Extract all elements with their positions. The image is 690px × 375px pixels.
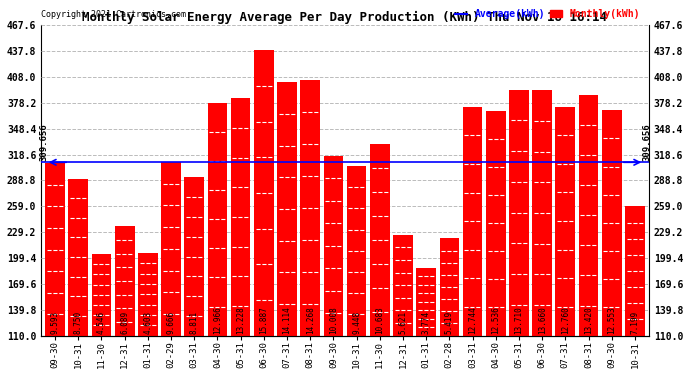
Text: 12.553: 12.553	[607, 306, 616, 334]
Text: 5.621: 5.621	[399, 311, 408, 334]
Text: 7.199: 7.199	[631, 311, 640, 334]
Text: 6.089: 6.089	[120, 311, 129, 334]
Bar	[370, 144, 390, 336]
Bar	[161, 162, 181, 336]
Bar	[254, 51, 274, 336]
Bar	[555, 106, 575, 336]
Title: Monthly Solar Energy Average Per Day Production (KWh) Thu Nov 18 16:14: Monthly Solar Energy Average Per Day Pro…	[83, 11, 607, 24]
Legend: Average(kWh), Monthly(kWh): Average(kWh), Monthly(kWh)	[451, 5, 644, 23]
Text: 12.760: 12.760	[561, 306, 570, 334]
Text: 309.656: 309.656	[39, 123, 48, 160]
Text: 4.603: 4.603	[144, 311, 152, 334]
Bar	[138, 253, 158, 336]
Bar	[277, 82, 297, 336]
Text: 12.536: 12.536	[491, 306, 500, 334]
Bar	[68, 178, 88, 336]
Text: 5.419: 5.419	[445, 311, 454, 334]
Text: 13.228: 13.228	[236, 306, 245, 334]
Bar	[184, 177, 204, 336]
Text: 8.811: 8.811	[190, 311, 199, 334]
Text: 9.448: 9.448	[352, 311, 361, 334]
Text: 13.660: 13.660	[538, 306, 546, 334]
Bar	[579, 95, 598, 336]
Bar	[92, 254, 111, 336]
Text: 10.683: 10.683	[375, 306, 384, 334]
Text: 309.656: 309.656	[642, 123, 651, 160]
Text: 12.966: 12.966	[213, 306, 222, 334]
Text: 13.710: 13.710	[515, 306, 524, 334]
Text: 4.546: 4.546	[97, 311, 106, 334]
Bar	[486, 111, 506, 336]
Bar	[625, 206, 644, 336]
Bar	[230, 98, 250, 336]
Bar	[463, 107, 482, 336]
Bar	[602, 110, 622, 336]
Text: 3.774: 3.774	[422, 311, 431, 334]
Text: 10.008: 10.008	[329, 306, 338, 334]
Bar	[440, 238, 460, 336]
Text: 14.114: 14.114	[282, 306, 291, 334]
Text: 8.750: 8.750	[74, 311, 83, 334]
Bar	[324, 156, 343, 336]
Text: 9.593: 9.593	[50, 311, 59, 334]
Bar	[416, 268, 436, 336]
Bar	[509, 90, 529, 336]
Text: Copyright 2021 Cartronics.com: Copyright 2021 Cartronics.com	[41, 10, 186, 19]
Bar	[115, 226, 135, 336]
Bar	[393, 235, 413, 336]
Text: 12.744: 12.744	[468, 306, 477, 334]
Text: 9.666: 9.666	[166, 311, 175, 334]
Text: 14.268: 14.268	[306, 306, 315, 334]
Bar	[300, 80, 320, 336]
Bar	[208, 103, 227, 336]
Text: 15.887: 15.887	[259, 306, 268, 334]
Bar	[532, 90, 552, 336]
Text: 13.420: 13.420	[584, 306, 593, 334]
Bar	[46, 164, 65, 336]
Bar	[347, 166, 366, 336]
